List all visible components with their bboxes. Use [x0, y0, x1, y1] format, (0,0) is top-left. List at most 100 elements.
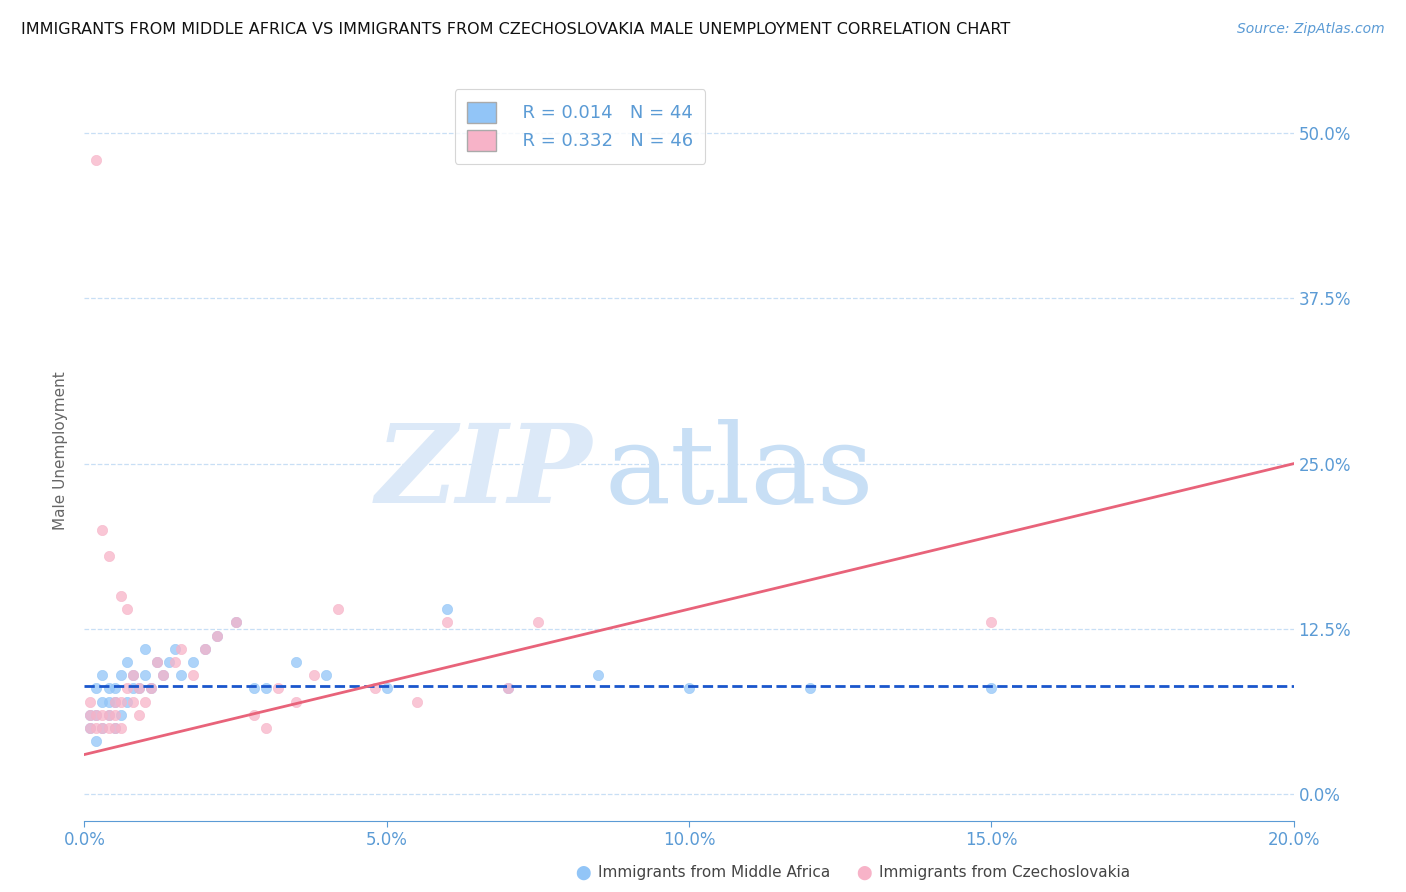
Point	[181, 668, 204, 682]
Point	[678, 681, 700, 696]
Point	[121, 695, 143, 709]
Point	[134, 668, 156, 682]
Point	[121, 668, 143, 682]
Text: atlas: atlas	[605, 419, 875, 526]
Text: ⬤: ⬤	[575, 865, 591, 880]
Point	[115, 695, 138, 709]
Point	[134, 695, 156, 709]
Point	[86, 681, 108, 696]
Point	[363, 681, 385, 696]
Point	[436, 602, 458, 616]
Point	[436, 615, 458, 630]
Point	[496, 681, 519, 696]
Point	[181, 655, 204, 669]
Point	[104, 707, 127, 722]
Point	[110, 695, 132, 709]
Point	[527, 615, 550, 630]
Point	[104, 695, 127, 709]
Point	[207, 629, 229, 643]
Point	[121, 668, 143, 682]
Point	[406, 695, 429, 709]
Point	[165, 641, 187, 656]
Text: Immigrants from Czechoslovakia: Immigrants from Czechoslovakia	[879, 865, 1130, 880]
Point	[225, 615, 247, 630]
Point	[91, 721, 114, 735]
Point	[110, 589, 132, 603]
Point	[134, 641, 156, 656]
Point	[165, 655, 187, 669]
Point	[79, 721, 101, 735]
Point	[110, 707, 132, 722]
Point	[128, 707, 150, 722]
Point	[110, 668, 132, 682]
Point	[146, 655, 169, 669]
Point	[242, 681, 264, 696]
Point	[980, 615, 1002, 630]
Point	[799, 681, 821, 696]
Point	[328, 602, 350, 616]
Point	[97, 681, 120, 696]
Point	[194, 641, 217, 656]
Point	[225, 615, 247, 630]
Point	[128, 681, 150, 696]
Point	[104, 721, 127, 735]
Point	[315, 668, 337, 682]
Point	[86, 734, 108, 748]
Point	[194, 641, 217, 656]
Point	[104, 695, 127, 709]
Point	[86, 707, 108, 722]
Point	[375, 681, 398, 696]
Point	[139, 681, 162, 696]
Point	[152, 668, 174, 682]
Point	[980, 681, 1002, 696]
Point	[104, 721, 127, 735]
Point	[115, 655, 138, 669]
Point	[254, 681, 277, 696]
Text: ZIP: ZIP	[375, 419, 592, 526]
Point	[285, 655, 308, 669]
Point	[97, 707, 120, 722]
Point	[97, 549, 120, 564]
Point	[91, 721, 114, 735]
Point	[121, 681, 143, 696]
Point	[86, 721, 108, 735]
Point	[170, 668, 193, 682]
Point	[86, 153, 108, 167]
Point	[146, 655, 169, 669]
Point	[496, 681, 519, 696]
Point	[86, 707, 108, 722]
Point	[285, 695, 308, 709]
Point	[139, 681, 162, 696]
Point	[242, 707, 264, 722]
Point	[91, 707, 114, 722]
Point	[588, 668, 610, 682]
Point	[79, 707, 101, 722]
Point	[267, 681, 290, 696]
Point	[110, 721, 132, 735]
Point	[152, 668, 174, 682]
Point	[91, 668, 114, 682]
Point	[157, 655, 180, 669]
Point	[170, 641, 193, 656]
Point	[302, 668, 325, 682]
Point	[254, 721, 277, 735]
Text: IMMIGRANTS FROM MIDDLE AFRICA VS IMMIGRANTS FROM CZECHOSLOVAKIA MALE UNEMPLOYMEN: IMMIGRANTS FROM MIDDLE AFRICA VS IMMIGRA…	[21, 22, 1011, 37]
Point	[79, 721, 101, 735]
Point	[115, 602, 138, 616]
Point	[104, 681, 127, 696]
Point	[91, 523, 114, 537]
Point	[79, 695, 101, 709]
Y-axis label: Male Unemployment: Male Unemployment	[52, 371, 67, 530]
Text: ⬤: ⬤	[856, 865, 872, 880]
Point	[128, 681, 150, 696]
Text: Immigrants from Middle Africa: Immigrants from Middle Africa	[598, 865, 830, 880]
Text: Source: ZipAtlas.com: Source: ZipAtlas.com	[1237, 22, 1385, 37]
Point	[91, 695, 114, 709]
Point	[97, 721, 120, 735]
Point	[97, 695, 120, 709]
Point	[79, 707, 101, 722]
Point	[115, 681, 138, 696]
Point	[207, 629, 229, 643]
Legend:   R = 0.014   N = 44,   R = 0.332   N = 46: R = 0.014 N = 44, R = 0.332 N = 46	[454, 89, 706, 163]
Point	[97, 707, 120, 722]
